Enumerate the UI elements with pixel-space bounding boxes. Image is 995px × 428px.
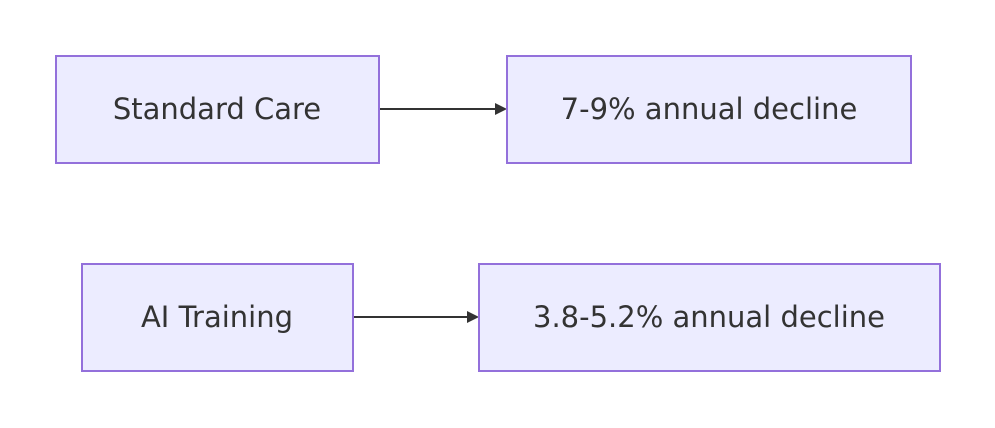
node-label: AI Training	[141, 300, 293, 334]
node-label: 3.8-5.2% annual decline	[533, 300, 885, 334]
node-box	[55, 55, 380, 164]
node-box	[478, 263, 941, 372]
node-label: Standard Care	[113, 92, 321, 126]
node-box	[506, 55, 912, 164]
node-label: 7-9% annual decline	[561, 92, 858, 126]
node-box	[81, 263, 354, 372]
